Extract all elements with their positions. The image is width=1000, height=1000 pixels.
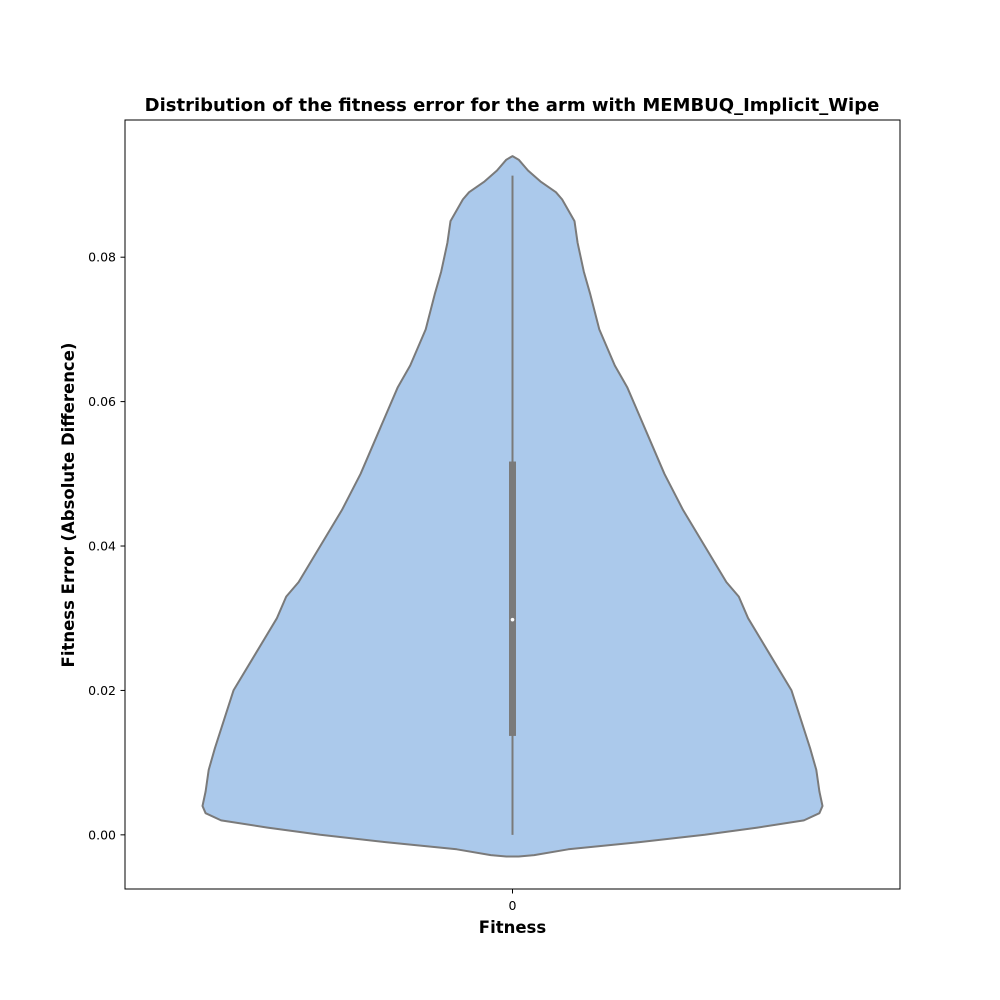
median-marker	[510, 617, 515, 622]
y-tick-label: 0.04	[88, 539, 116, 554]
box-iqr	[509, 461, 516, 736]
y-tick-label: 0.00	[88, 827, 116, 842]
y-tick-label: 0.06	[88, 394, 116, 409]
x-tick-label: 0	[509, 898, 517, 913]
chart-title: Distribution of the fitness error for th…	[145, 95, 880, 116]
y-axis-label: Fitness Error (Absolute Difference)	[59, 343, 78, 668]
x-axis-label: Fitness	[479, 918, 547, 937]
y-tick-label: 0.08	[88, 250, 116, 265]
y-axis-ticks: 0.00 0.02 0.04 0.06 0.08	[88, 250, 125, 842]
plot-area	[201, 155, 824, 858]
y-tick-label: 0.02	[88, 683, 116, 698]
x-axis-ticks: 0	[509, 889, 517, 913]
